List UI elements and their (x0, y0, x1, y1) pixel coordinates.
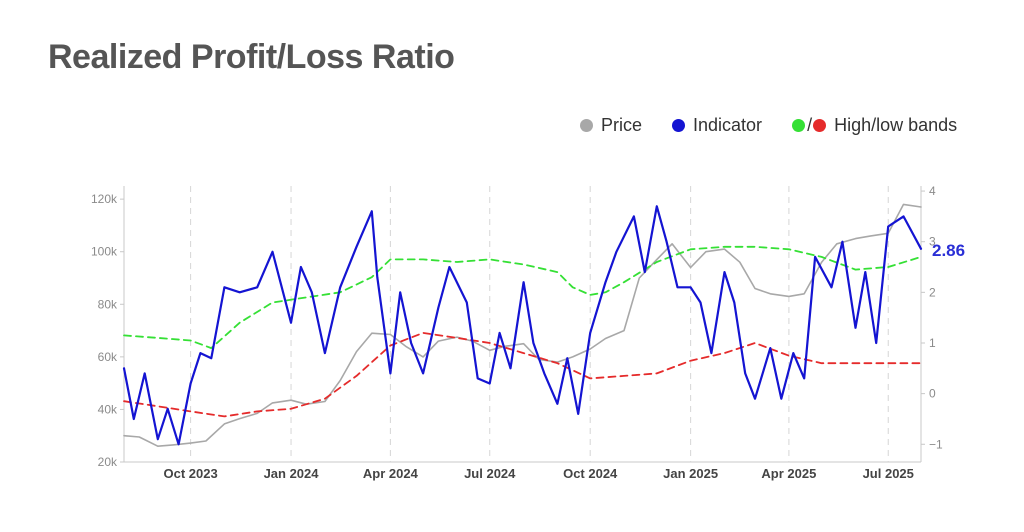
last-value-label: 2.86 (932, 241, 965, 260)
x-tick-label: Jan 2024 (264, 466, 320, 481)
high-band-line (123, 245, 922, 349)
legend-slash: / (807, 114, 813, 135)
x-tick-label: Oct 2024 (563, 466, 618, 481)
y-right-tick-label: 3 (929, 235, 936, 249)
legend-item-indicator[interactable]: Indicator (672, 115, 762, 136)
y-left-tick-label: 80k (98, 297, 118, 311)
y-right-tick-label: 4 (929, 184, 936, 198)
chart-title: Realized Profit/Loss Ratio (48, 38, 455, 76)
x-tick-label: Apr 2024 (363, 466, 419, 481)
legend-label-bands: High/low bands (834, 114, 958, 135)
legend-item-price[interactable]: Price (580, 115, 642, 136)
y-right-tick-label: 1 (929, 336, 936, 350)
high-band-dot-icon (792, 118, 806, 132)
chart-legend: Price Indicator / High/low bands (580, 113, 957, 137)
x-tick-label: Apr 2025 (761, 466, 816, 481)
y-right-tick-label: 0 (929, 387, 936, 401)
y-left-tick-label: 100k (91, 245, 118, 259)
price-dot-icon (580, 118, 593, 132)
x-tick-label: Jan 2025 (663, 466, 718, 481)
price-line (123, 203, 922, 447)
y-left-tick-label: 40k (98, 402, 118, 416)
y-right-tick-label: 2 (929, 285, 936, 299)
legend-item-bands[interactable]: / High/low bands (792, 115, 957, 136)
legend-label-price: Price (601, 114, 643, 135)
y-right-tick-label: −1 (929, 437, 943, 451)
x-tick-label: Jul 2024 (464, 466, 516, 481)
low-band-line (123, 332, 922, 418)
indicator-dot-icon (672, 118, 686, 132)
low-band-dot-icon (813, 118, 827, 132)
x-tick-label: Jul 2025 (863, 466, 914, 481)
legend-label-indicator: Indicator (693, 114, 763, 135)
y-left-tick-label: 60k (98, 350, 118, 364)
indicator-line (122, 205, 923, 446)
x-tick-label: Oct 2023 (163, 466, 217, 481)
y-left-tick-label: 20k (98, 455, 118, 469)
y-left-tick-label: 120k (91, 192, 118, 206)
